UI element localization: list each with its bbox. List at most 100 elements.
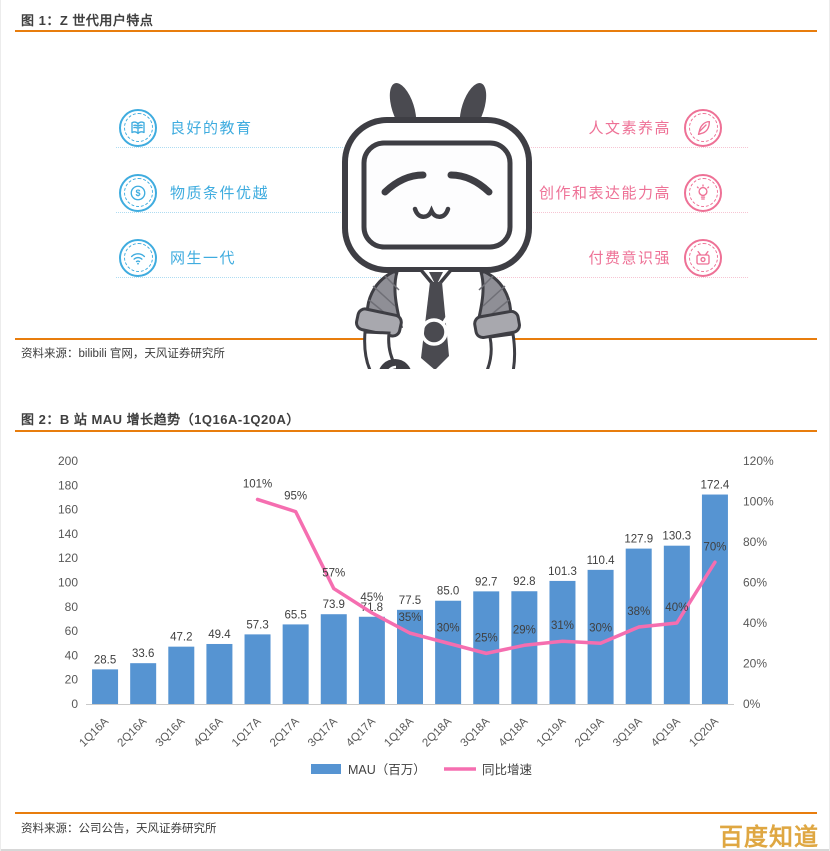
- bar-label-1Q18A: 77.5: [399, 595, 421, 607]
- pct-label-4Q19A: 40%: [665, 602, 688, 614]
- bar-3Q18A: [473, 591, 500, 704]
- mascot-tie-knot: [429, 272, 443, 286]
- pct-label-2Q17A: 95%: [284, 491, 307, 503]
- x-tick-3Q16A: 3Q16A: [154, 715, 188, 749]
- bar-3Q17A: [320, 614, 347, 704]
- feature-badge: [119, 238, 157, 277]
- x-tick-4Q16A: 4Q16A: [192, 715, 226, 749]
- y-tick-left-140: 140: [58, 527, 78, 541]
- feature-label: 良好的教育: [170, 120, 253, 137]
- figure1-body: 良好的教育 $ 物质条件优越 网生一代 人文素养高 创作和表达能力高 付费意识强: [1, 32, 829, 369]
- feature-row-right-1: 人文素养高: [441, 108, 748, 148]
- legend-label-growth: 同比增速: [482, 762, 533, 777]
- feature-label: 网生一代: [170, 250, 237, 267]
- bulb-icon: [688, 178, 718, 207]
- bar-label-2Q16A: 33.6: [132, 648, 154, 660]
- x-tick-3Q17A: 3Q17A: [306, 715, 340, 749]
- y-tick-right-40: 40%: [743, 616, 767, 630]
- x-tick-3Q19A: 3Q19A: [611, 715, 645, 749]
- y-tick-right-120: 120%: [743, 454, 774, 468]
- bar-label-4Q19A: 130.3: [662, 531, 691, 543]
- figure2-source: 资料来源：公司公告，天风证券研究所: [21, 823, 217, 835]
- pct-label-1Q18A: 35%: [398, 612, 421, 624]
- x-tick-2Q16A: 2Q16A: [115, 715, 149, 749]
- bar-label-1Q19A: 101.3: [548, 566, 577, 578]
- feature-badge: [684, 238, 722, 277]
- x-tick-1Q19A: 1Q19A: [535, 715, 569, 749]
- pct-label-1Q20A: 70%: [703, 541, 726, 553]
- feature-row-right-2: 创作和表达能力高: [441, 173, 748, 213]
- x-tick-4Q18A: 4Q18A: [497, 715, 531, 749]
- feature-row-right-3: 付费意识强: [441, 238, 748, 278]
- x-tick-2Q19A: 2Q19A: [573, 715, 607, 749]
- bar-2Q16A: [130, 663, 157, 704]
- bar-label-3Q17A: 73.9: [323, 599, 345, 611]
- bar-4Q17A: [358, 616, 385, 704]
- x-tick-1Q16A: 1Q16A: [77, 715, 111, 749]
- y-tick-right-80: 80%: [743, 535, 767, 549]
- bar-label-1Q17A: 57.3: [246, 619, 268, 631]
- y-tick-right-20: 20%: [743, 657, 767, 671]
- y-tick-left-60: 60: [65, 624, 79, 638]
- y-tick-right-100: 100%: [743, 495, 774, 509]
- y-tick-left-0: 0: [71, 697, 78, 711]
- bar-2Q19A: [587, 569, 614, 704]
- x-tick-4Q17A: 4Q17A: [344, 715, 378, 749]
- svg-text:$: $: [135, 188, 140, 198]
- feature-badge: [684, 173, 722, 212]
- mascot-tie-logo: [420, 318, 448, 346]
- bar-label-2Q18A: 85.0: [437, 586, 459, 598]
- y-tick-left-80: 80: [65, 600, 79, 614]
- growth-line: [255, 497, 717, 656]
- mau-growth-chart: 0 20 40 60 80 100 120 140 160 180 200 0% 20% 40% 60% 80…: [58, 454, 774, 777]
- feature-label: 创作和表达能力高: [538, 185, 671, 202]
- feature-row-left-1: 良好的教育: [116, 108, 421, 148]
- mascot-eye-right: [447, 171, 493, 196]
- bar-1Q18A: [397, 609, 423, 704]
- y-tick-left-100: 100: [58, 576, 78, 590]
- section-divider-orange: [15, 812, 817, 814]
- baidu-zhidao-watermark: 百度知道: [719, 824, 819, 851]
- legend-swatch-mau: [311, 764, 341, 774]
- pct-label-3Q18A: 25%: [475, 632, 498, 644]
- bar-label-1Q20A: 172.4: [701, 480, 730, 492]
- x-tick-1Q17A: 1Q17A: [230, 715, 264, 749]
- pct-label-4Q17A: 45%: [360, 592, 383, 604]
- mascot-hand-left: [379, 359, 411, 369]
- mascot-tie-logo-stem: [441, 311, 452, 326]
- bar-label-2Q19A: 110.4: [587, 555, 616, 567]
- legend-label-mau: MAU（百万）: [348, 763, 426, 777]
- bar-2Q18A: [435, 600, 462, 704]
- y-tick-right-60: 60%: [743, 576, 767, 590]
- mascot-eye-left: [381, 171, 427, 196]
- bar-label-4Q18A: 92.8: [513, 576, 535, 588]
- x-tick-1Q20A: 1Q20A: [687, 715, 721, 749]
- bar-label-3Q16A: 47.2: [170, 632, 192, 644]
- mascot-tie: [421, 282, 449, 369]
- tv-icon: [688, 243, 718, 272]
- mascot-hand-detail: [388, 365, 397, 369]
- bar-label-3Q19A: 127.9: [624, 534, 653, 546]
- bar-2Q17A: [282, 624, 309, 704]
- feature-label: 物质条件优越: [170, 185, 270, 202]
- y-tick-left-180: 180: [58, 478, 78, 492]
- bar-1Q16A: [92, 669, 119, 704]
- pct-label-3Q17A: 57%: [322, 568, 345, 580]
- bar-1Q20A: [701, 494, 728, 704]
- bar-label-4Q16A: 49.4: [208, 629, 231, 641]
- feature-row-left-3: 网生一代: [116, 238, 421, 278]
- mascot-mouth: [412, 205, 451, 219]
- page-bottom-edge: [1, 849, 829, 851]
- mascot-illustration: [342, 83, 532, 369]
- pct-label-2Q18A: 30%: [437, 622, 460, 634]
- bilibili-tv-mascot: [333, 74, 545, 369]
- y-tick-left-160: 160: [58, 503, 78, 517]
- bar-label-1Q16A: 28.5: [94, 654, 116, 666]
- coin-icon: $: [123, 178, 153, 207]
- y-tick-left-200: 200: [58, 454, 78, 468]
- y-tick-right-0: 0%: [743, 697, 761, 711]
- bar-1Q17A: [244, 634, 271, 704]
- pct-label-1Q19A: 31%: [551, 620, 574, 632]
- feature-row-left-2: $ 物质条件优越: [116, 173, 421, 213]
